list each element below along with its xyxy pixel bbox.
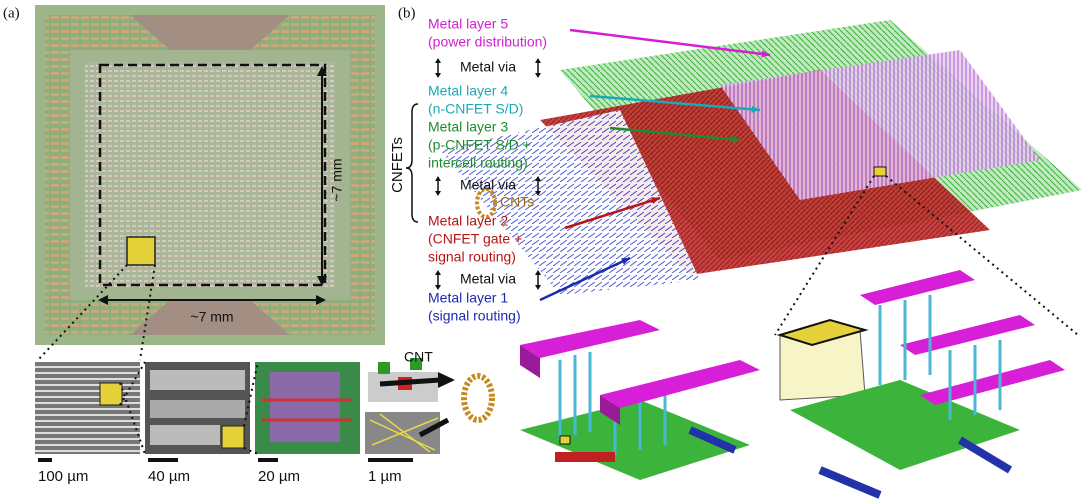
arrow-head	[435, 270, 441, 275]
scale-bar	[38, 458, 52, 462]
scale-bar	[258, 458, 278, 462]
arrow-head	[435, 191, 441, 196]
via-label: Metal via	[460, 177, 516, 193]
dimension-label: ~7 mm	[329, 158, 345, 201]
scale-label: 20 µm	[258, 468, 300, 485]
layer-arrow	[570, 30, 770, 55]
scale-label: 100 µm	[38, 468, 88, 485]
arrow-head	[435, 73, 441, 78]
panel-label: (b)	[398, 5, 416, 21]
layer-label: Metal layer 1	[428, 290, 508, 306]
layer-label: signal routing)	[428, 249, 516, 265]
arrow-head	[535, 285, 541, 290]
arrow-head	[435, 176, 441, 181]
sem-insets	[35, 358, 492, 454]
dimension-label: ~7 mm	[190, 309, 233, 325]
layer-label: Metal layer 2	[428, 213, 508, 229]
layer-label: (p-CNFET S/D +	[428, 137, 531, 153]
layer-label: (power distribution)	[428, 34, 547, 50]
layer-label: (signal routing)	[428, 308, 521, 324]
scale-label: 1 µm	[368, 468, 402, 485]
layer-label: intercell routing)	[428, 155, 528, 171]
scale-bar	[368, 458, 413, 462]
panel-label: (a)	[3, 5, 20, 21]
layer-label: Metal layer 5	[428, 16, 508, 32]
layer-label: Metal layer 3	[428, 119, 508, 135]
via-label: Metal via	[460, 59, 516, 75]
layer-label: Metal layer 4	[428, 83, 508, 99]
layer-label: (n-CNFET S/D)	[428, 101, 523, 117]
scale-label: 40 µm	[148, 468, 190, 485]
scale-bar	[148, 458, 178, 462]
figure: (a) ~7 mm ~7 mm CNT 100 µm 40 µm 20 µm 1 µm…	[0, 0, 1085, 500]
cell-render-3d	[520, 270, 1065, 495]
via-label: Metal via	[460, 271, 516, 287]
cnt-label: CNT	[404, 349, 433, 365]
layer-label: (CNFET gate +	[428, 231, 522, 247]
arrow-head	[535, 73, 541, 78]
group-label: CNFETs	[389, 137, 406, 193]
arrow-head	[535, 58, 541, 63]
arrow-head	[435, 58, 441, 63]
cnts-label: CNTs	[500, 194, 534, 210]
scale-bars: 100 µm 40 µm 20 µm 1 µm	[38, 458, 413, 485]
